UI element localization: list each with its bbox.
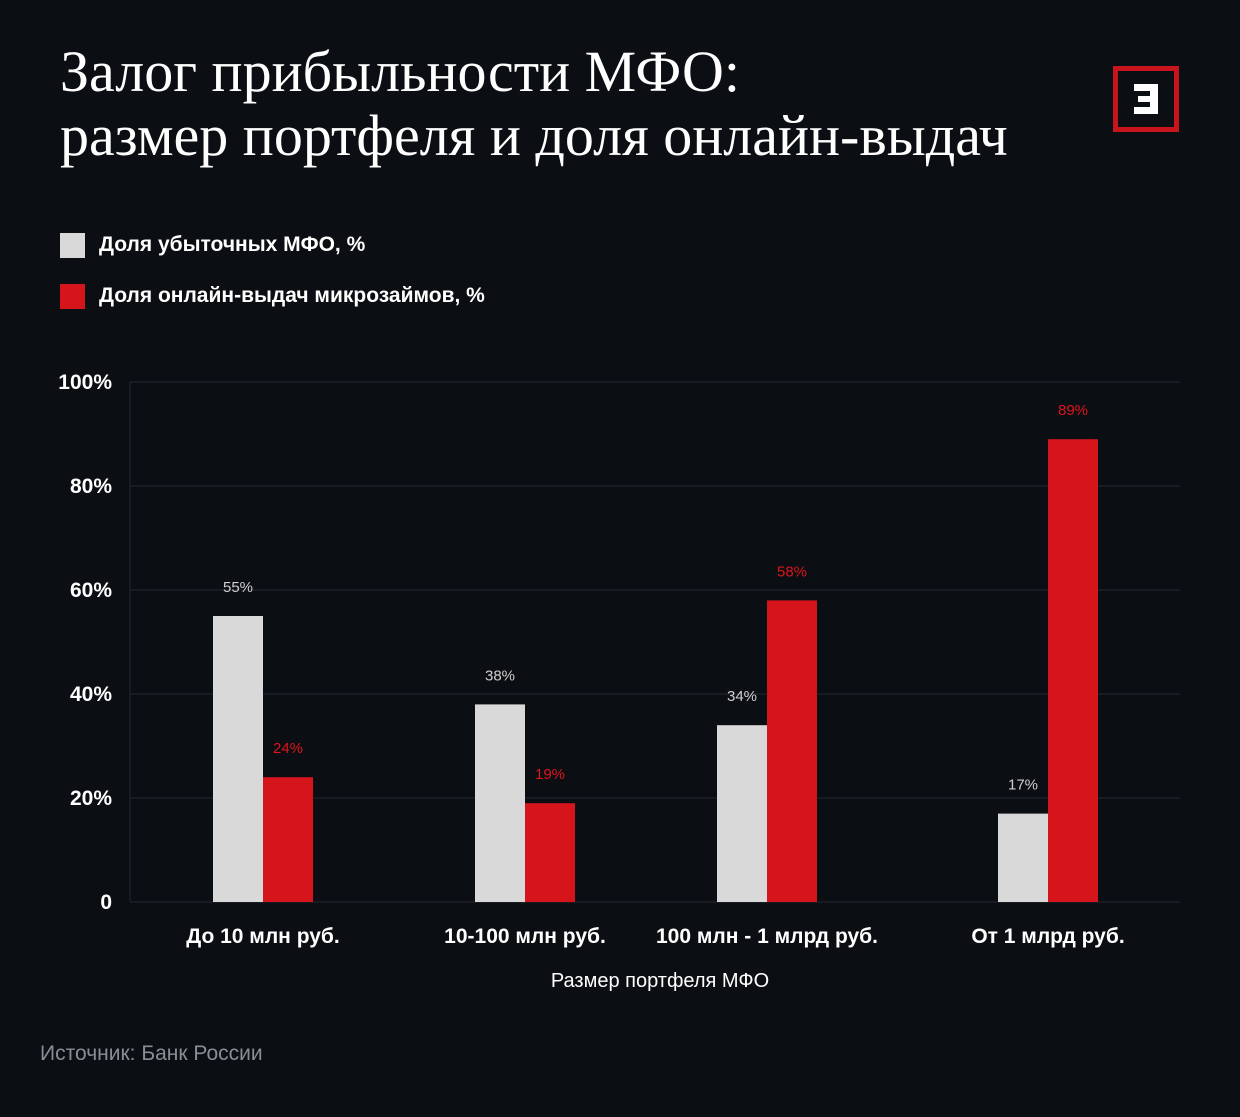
bar — [475, 704, 525, 902]
data-label: 58% — [777, 563, 807, 580]
bar — [998, 813, 1048, 902]
e-letter-icon — [1134, 84, 1158, 114]
data-label: 24% — [273, 740, 303, 757]
y-tick-label: 60% — [70, 579, 112, 602]
x-tick-label: 10-100 млн руб. — [444, 925, 606, 948]
data-label: 55% — [223, 579, 253, 596]
legend-item-loss: Доля убыточных МФО, % — [60, 230, 485, 260]
legend-label-online: Доля онлайн-выдач микрозаймов, % — [99, 284, 485, 307]
y-tick-label: 0 — [100, 891, 112, 914]
x-tick-label: До 10 млн руб. — [186, 925, 340, 948]
bar — [767, 600, 817, 902]
legend-item-online: Доля онлайн-выдач микрозаймов, % — [60, 281, 485, 311]
data-label: 19% — [535, 766, 565, 783]
legend: Доля убыточных МФО, % Доля онлайн-выдач … — [60, 230, 485, 332]
logo-icon — [1113, 66, 1179, 132]
data-label: 38% — [485, 667, 515, 684]
y-tick-label: 80% — [70, 475, 112, 498]
data-label: 89% — [1058, 402, 1088, 419]
bar — [213, 616, 263, 902]
bar — [717, 725, 767, 902]
page-title: Залог прибыльности МФО: размер портфеля … — [60, 40, 1080, 168]
legend-label-loss: Доля убыточных МФО, % — [99, 233, 366, 256]
legend-swatch-loss — [60, 232, 85, 258]
bar — [525, 803, 575, 902]
y-tick-label: 40% — [70, 683, 112, 706]
source-note: Источник: Банк России — [40, 1042, 263, 1065]
legend-swatch-online — [60, 283, 85, 309]
x-tick-label: 100 млн - 1 млрд руб. — [656, 925, 878, 948]
x-tick-label: От 1 млрд руб. — [971, 925, 1124, 948]
title-line-2: размер портфеля и доля онлайн-выдач — [60, 103, 1008, 168]
bar — [263, 777, 313, 902]
title-line-1: Залог прибыльности МФО: — [60, 39, 740, 104]
data-label: 34% — [727, 688, 757, 705]
y-tick-label: 100% — [58, 371, 112, 394]
x-axis-label: Размер портфеля МФО — [551, 970, 769, 992]
y-tick-label: 20% — [70, 787, 112, 810]
data-label: 17% — [1008, 777, 1038, 794]
bar — [1048, 439, 1098, 902]
